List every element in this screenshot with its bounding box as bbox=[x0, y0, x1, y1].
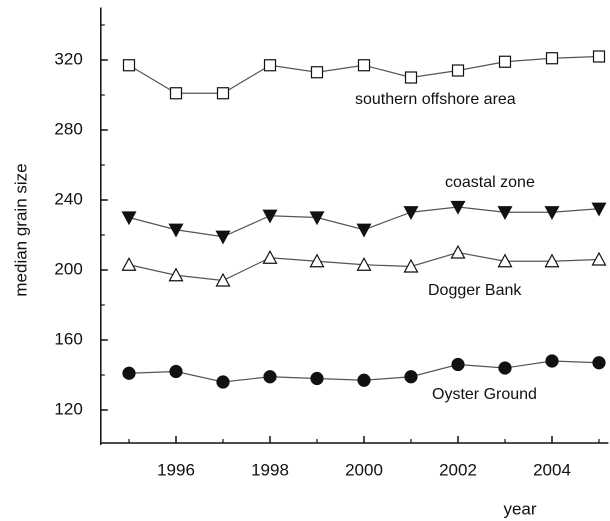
marker bbox=[357, 59, 371, 72]
marker bbox=[122, 59, 136, 72]
x-tick-label: 2004 bbox=[533, 460, 571, 479]
marker bbox=[309, 253, 325, 268]
marker bbox=[263, 59, 277, 72]
marker bbox=[356, 223, 372, 238]
marker bbox=[357, 373, 371, 387]
marker bbox=[592, 356, 606, 370]
marker bbox=[591, 202, 607, 217]
marker bbox=[545, 354, 559, 368]
marker bbox=[404, 370, 418, 384]
marker bbox=[451, 357, 465, 372]
y-axis-label: median grain size bbox=[11, 163, 30, 296]
marker bbox=[310, 371, 324, 386]
marker bbox=[121, 211, 137, 226]
marker bbox=[216, 87, 230, 100]
series-label: Oyster Ground bbox=[432, 386, 537, 403]
marker bbox=[169, 87, 183, 100]
marker bbox=[168, 223, 184, 238]
x-tick-label: 2000 bbox=[345, 460, 383, 479]
marker bbox=[262, 249, 278, 264]
marker bbox=[544, 206, 560, 221]
marker bbox=[403, 258, 419, 273]
x-tick-label: 1996 bbox=[157, 460, 195, 479]
marker bbox=[309, 211, 325, 226]
marker bbox=[310, 66, 324, 79]
series-label: coastal zone bbox=[445, 174, 535, 191]
marker bbox=[121, 256, 137, 271]
marker bbox=[450, 244, 466, 259]
marker bbox=[497, 206, 513, 221]
marker bbox=[497, 253, 513, 268]
marker bbox=[356, 256, 372, 271]
marker bbox=[544, 253, 560, 268]
y-tick-label: 280 bbox=[54, 119, 82, 138]
marker bbox=[168, 267, 184, 282]
marker bbox=[498, 55, 512, 68]
marker bbox=[403, 206, 419, 221]
y-tick-label: 320 bbox=[54, 49, 82, 68]
marker bbox=[498, 361, 512, 375]
y-tick-label: 120 bbox=[54, 399, 82, 418]
marker bbox=[262, 209, 278, 224]
marker bbox=[215, 230, 231, 245]
series-label: Dogger Bank bbox=[428, 282, 522, 299]
marker bbox=[122, 366, 136, 380]
marker bbox=[263, 370, 277, 384]
marker bbox=[450, 200, 466, 215]
y-tick-label: 240 bbox=[54, 189, 82, 208]
marker bbox=[451, 64, 465, 77]
marker bbox=[592, 50, 606, 63]
x-tick-label: 2002 bbox=[439, 460, 477, 479]
marker bbox=[591, 251, 607, 266]
y-tick-label: 160 bbox=[54, 329, 82, 348]
x-tick-label: 1998 bbox=[251, 460, 289, 479]
y-tick-label: 200 bbox=[54, 259, 82, 278]
marker bbox=[216, 375, 230, 389]
marker bbox=[545, 52, 559, 65]
x-axis-label: year bbox=[503, 499, 536, 518]
marker bbox=[404, 71, 418, 84]
series-label: southern offshore area bbox=[355, 91, 516, 108]
marker bbox=[169, 364, 183, 379]
marker bbox=[215, 272, 231, 287]
